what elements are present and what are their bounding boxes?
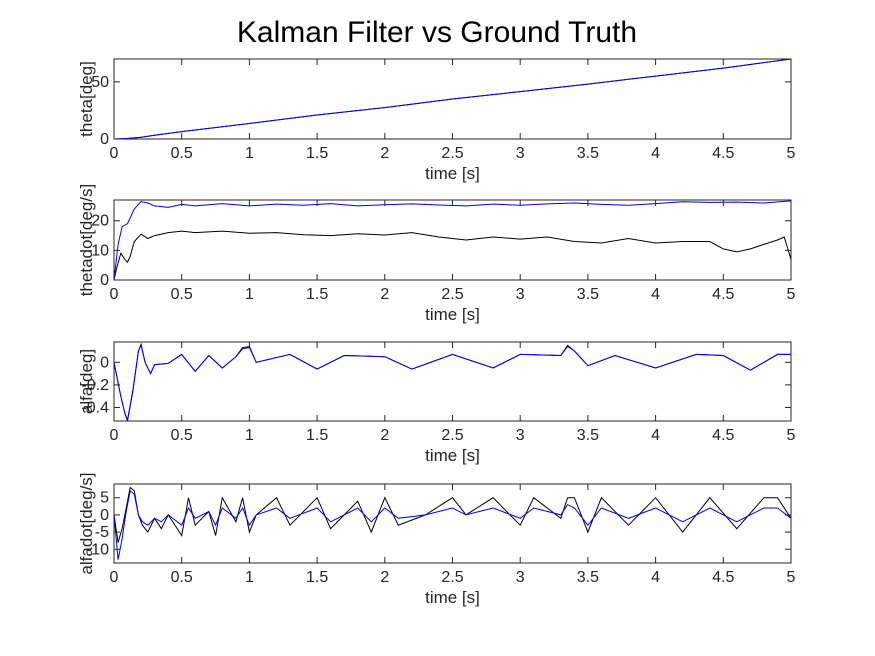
- x-axis-label: time [s]: [425, 588, 480, 607]
- estimate-line: [114, 59, 791, 139]
- x-tick-label: 1: [245, 145, 254, 162]
- x-tick-label: 4.5: [712, 145, 734, 162]
- axes-box: [113, 199, 792, 281]
- x-tick-label: 5: [787, 145, 796, 162]
- x-tick-label: 3: [516, 427, 525, 444]
- x-tick-label: 3: [516, 145, 525, 162]
- estimate-line: [114, 489, 791, 560]
- y-axis-label: thetadot[deg/s]: [77, 184, 96, 296]
- y-tick-label: 0: [100, 272, 109, 289]
- axes-box: [113, 341, 792, 422]
- x-tick-label: 4: [651, 286, 660, 303]
- x-tick-label: 2: [380, 286, 389, 303]
- y-axis-label: alfadot[deg/s]: [77, 472, 96, 574]
- y-tick-label: 0: [100, 507, 109, 524]
- subplot-3: 0 0.5 1 1.5 2 2.5 3 3.5 4 4.5 5 0 -0.2 -0.4 time [s] al…: [77, 341, 796, 465]
- x-tick-label: 3.5: [577, 286, 599, 303]
- x-tick-label: 2: [380, 145, 389, 162]
- x-tick-label: 5: [787, 569, 796, 586]
- x-tick-label: 3.5: [577, 427, 599, 444]
- x-tick-label: 3.5: [577, 145, 599, 162]
- x-tick-label: 4.5: [712, 286, 734, 303]
- x-tick-label: 0.5: [171, 145, 193, 162]
- x-tick-label: 0.5: [171, 286, 193, 303]
- x-tick-label: 0.5: [171, 569, 193, 586]
- figure-title: Kalman Filter vs Ground Truth: [237, 16, 637, 49]
- x-tick-label: 2.5: [441, 286, 463, 303]
- y-tick-label: -10: [86, 541, 109, 558]
- x-tick-label: 4: [651, 427, 660, 444]
- x-axis-label: time [s]: [425, 446, 480, 465]
- x-tick-label: 2.5: [441, 569, 463, 586]
- x-tick-label: 1: [245, 569, 254, 586]
- x-tick-label: 1.5: [306, 286, 328, 303]
- x-tick-label: 2: [380, 427, 389, 444]
- y-tick-label: 0: [100, 354, 109, 371]
- x-tick-label: 2.5: [441, 145, 463, 162]
- x-tick-label: 0.5: [171, 427, 193, 444]
- x-tick-label: 2: [380, 569, 389, 586]
- x-tick-label: 1: [245, 286, 254, 303]
- y-tick-label: 10: [91, 242, 109, 259]
- x-tick-label: 4: [651, 569, 660, 586]
- x-tick-label: 2.5: [441, 427, 463, 444]
- truth-line: [114, 230, 791, 280]
- x-tick-label: 3: [516, 569, 525, 586]
- truth-line: [114, 486, 791, 543]
- y-tick-label: -5: [95, 524, 109, 541]
- series-group: [114, 200, 791, 280]
- y-tick-label: 50: [91, 74, 109, 91]
- x-tick-label: 0: [110, 569, 119, 586]
- x-tick-label: 3.5: [577, 569, 599, 586]
- x-tick-label: 4.5: [712, 427, 734, 444]
- x-tick-label: 0: [110, 145, 119, 162]
- y-tick-label: -0.2: [81, 377, 109, 394]
- series-group: [114, 59, 791, 139]
- estimate-line: [114, 200, 791, 280]
- y-tick-label: 20: [91, 213, 109, 230]
- x-tick-label: 1.5: [306, 569, 328, 586]
- y-tick-label: 0: [100, 131, 109, 148]
- series-group: [114, 486, 791, 560]
- subplot-2: 0 0.5 1 1.5 2 2.5 3 3.5 4 4.5 5 0 10 20 time [s] thetad…: [77, 184, 796, 324]
- x-tick-label: 1.5: [306, 427, 328, 444]
- x-tick-label: 0: [110, 427, 119, 444]
- estimate-line: [114, 343, 791, 421]
- x-axis-label: time [s]: [425, 164, 480, 183]
- x-tick-label: 4: [651, 145, 660, 162]
- x-tick-label: 5: [787, 427, 796, 444]
- series-group: [114, 342, 791, 421]
- x-tick-label: 4.5: [712, 569, 734, 586]
- x-tick-label: 1.5: [306, 145, 328, 162]
- y-tick-label: 5: [100, 490, 109, 507]
- x-axis-label: time [s]: [425, 305, 480, 324]
- y-axis-label: alfa[deg]: [77, 349, 96, 414]
- x-tick-label: 3: [516, 286, 525, 303]
- y-tick-label: -0.4: [81, 399, 109, 416]
- y-axis-label: theta[deg]: [77, 61, 96, 137]
- x-tick-label: 0: [110, 286, 119, 303]
- x-tick-label: 5: [787, 286, 796, 303]
- x-tick-label: 1: [245, 427, 254, 444]
